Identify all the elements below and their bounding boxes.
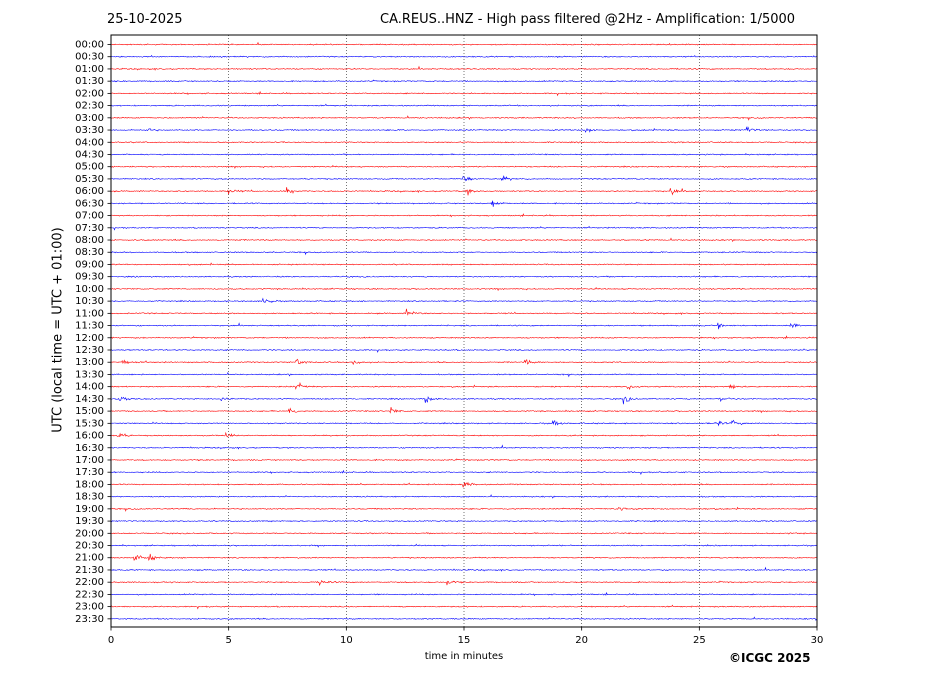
y-tick-label: 12:30	[75, 345, 104, 356]
trace-1530	[110, 419, 817, 427]
plot-frame	[110, 34, 818, 628]
trace-0430	[110, 153, 817, 156]
y-tick-label: 02:00	[75, 88, 104, 99]
y-tick-label: 11:00	[75, 308, 104, 319]
trace-0900	[110, 262, 817, 266]
y-tick-label: 21:00	[75, 553, 104, 564]
y-tick-label: 14:00	[75, 382, 104, 393]
trace-0500	[110, 164, 817, 169]
y-tick-label: 10:30	[75, 296, 104, 307]
y-tick-label: 06:30	[75, 198, 104, 209]
y-tick-label: 06:00	[75, 186, 104, 197]
y-tick-label: 07:30	[75, 223, 104, 234]
y-tick-label: 03:00	[75, 113, 104, 124]
x-tick-label: 5	[225, 635, 231, 646]
trace-1730	[110, 469, 817, 476]
y-tick-label: 07:00	[75, 211, 104, 222]
x-tick-label: 10	[340, 635, 353, 646]
trace-2330	[110, 616, 817, 621]
trace-1500	[110, 407, 817, 414]
y-tick-label: 18:30	[75, 492, 104, 503]
trace-2300	[110, 604, 817, 610]
y-tick-label: 01:30	[75, 76, 104, 87]
y-tick-label: 05:00	[75, 162, 104, 173]
y-tick-label: 17:00	[75, 455, 104, 466]
y-tick-label: 22:30	[75, 589, 104, 600]
y-tick-label: 13:00	[75, 357, 104, 368]
y-tick-label: 17:30	[75, 467, 104, 478]
x-tick-label: 30	[811, 635, 824, 646]
y-tick-label: 22:00	[75, 577, 104, 588]
y-tick-label: 13:30	[75, 369, 104, 380]
trace-1100	[110, 308, 817, 316]
y-tick-label: 20:00	[75, 528, 104, 539]
y-tick-label: 08:00	[75, 235, 104, 246]
trace-0200	[110, 90, 817, 97]
y-tick-label: 04:00	[75, 137, 104, 148]
trace-0100	[110, 65, 817, 71]
y-tick-label: 12:00	[75, 333, 104, 344]
y-tick-label: 10:00	[75, 284, 104, 295]
y-tick-label: 15:30	[75, 418, 104, 429]
trace-1200	[110, 335, 817, 340]
trace-0930	[110, 275, 817, 278]
y-tick-label: 08:30	[75, 247, 104, 258]
x-tick-label: 0	[108, 635, 114, 646]
x-tick-label: 20	[575, 635, 588, 646]
trace-1130	[110, 322, 817, 330]
x-axis-label: time in minutes	[424, 651, 504, 662]
trace-1030	[110, 297, 817, 304]
y-tick-label: 15:00	[75, 406, 104, 417]
y-tick-label: 23:30	[75, 614, 104, 625]
y-tick-label: 16:00	[75, 431, 104, 442]
trace-1830	[110, 494, 817, 499]
date-label: 25-10-2025	[107, 12, 183, 27]
y-tick-label: 20:30	[75, 541, 104, 552]
trace-0130	[110, 79, 817, 83]
chart-title: CA.REUS..HNZ - High pass filtered @2Hz -…	[380, 12, 796, 27]
y-tick-label: 23:00	[75, 602, 104, 613]
y-tick-label: 16:30	[75, 443, 104, 454]
trace-0400	[110, 141, 817, 144]
trace-0330	[110, 126, 817, 133]
y-tick-label: 00:30	[75, 52, 104, 63]
y-tick-label: 05:30	[75, 174, 104, 185]
x-tick-label: 25	[693, 635, 706, 646]
trace-0230	[110, 103, 817, 107]
trace-1900	[110, 506, 817, 512]
trace-1300	[110, 358, 817, 366]
copyright-notice: ©ICGC 2025	[729, 651, 811, 665]
trace-0300	[110, 115, 817, 121]
y-tick-label: 19:00	[75, 504, 104, 515]
trace-1630	[110, 444, 817, 450]
y-tick-label: 04:30	[75, 149, 104, 160]
y-tick-label: 11:30	[75, 321, 104, 332]
y-tick-label: 18:00	[75, 479, 104, 490]
y-tick-label: 21:30	[75, 565, 104, 576]
trace-1800	[110, 481, 817, 488]
y-tick-label: 00:00	[75, 40, 104, 51]
trace-1700	[110, 458, 817, 462]
y-tick-label: 14:30	[75, 394, 104, 405]
y-tick-label: 03:30	[75, 125, 104, 136]
y-tick-label: 02:30	[75, 101, 104, 112]
x-tick-label: 15	[458, 635, 471, 646]
trace-1000	[110, 287, 817, 292]
y-tick-label: 09:00	[75, 259, 104, 270]
trace-0830	[110, 251, 817, 256]
y-tick-label: 19:30	[75, 516, 104, 527]
y-tick-label: 09:30	[75, 272, 104, 283]
trace-0730	[110, 225, 817, 231]
y-tick-label: 01:00	[75, 64, 104, 75]
trace-2230	[110, 591, 817, 597]
